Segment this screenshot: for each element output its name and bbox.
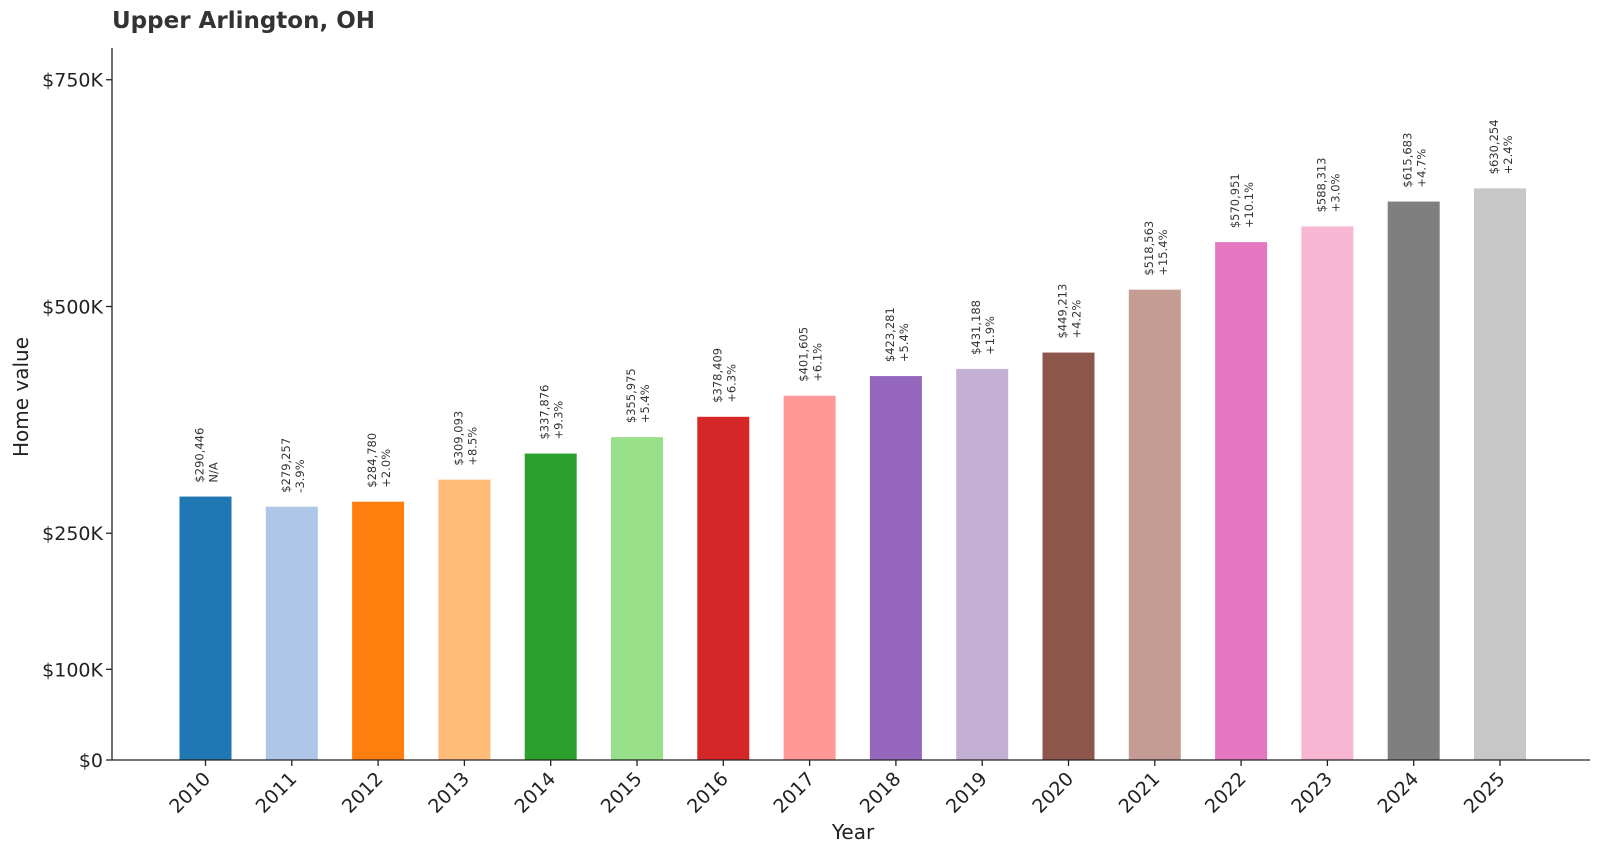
y-tick-label: $100K — [42, 659, 103, 681]
bar-2015 — [611, 437, 663, 760]
bar-2022 — [1215, 242, 1268, 760]
bar-value-label: $355,975 — [624, 368, 638, 423]
x-tick-label: 2023 — [1287, 768, 1337, 818]
x-tick-label: 2018 — [856, 768, 906, 818]
bar-value-label: $570,951 — [1228, 173, 1242, 228]
bar-value-label: $401,605 — [797, 327, 811, 382]
bar-labels-group: $290,446 N/A $279,257 -3.9% $284,780 +2.0% $30… — [193, 119, 1516, 492]
bar-change-label: +4.2% — [1070, 300, 1084, 339]
bar-value-label: $284,780 — [365, 433, 379, 488]
bar-value-label: $518,563 — [1142, 221, 1156, 276]
bar-change-label: +4.7% — [1415, 149, 1429, 188]
bar-2018 — [869, 376, 922, 760]
bar-value-label: $337,876 — [538, 385, 552, 440]
bar-change-label: +9.3% — [552, 401, 566, 440]
bar-change-label: +15.4% — [1156, 229, 1170, 275]
x-tick-label: 2015 — [597, 768, 647, 818]
bar-change-label: +5.4% — [897, 323, 911, 362]
bar-2019 — [956, 368, 1009, 760]
chart-title: Upper Arlington, OH — [112, 8, 376, 34]
y-axis-label: Home value — [9, 337, 33, 457]
y-tick-label: $250K — [42, 523, 103, 545]
bar-2021 — [1128, 289, 1181, 760]
bar-value-label: $449,213 — [1056, 284, 1070, 339]
bar-2023 — [1301, 226, 1354, 760]
x-tick-label: 2014 — [510, 768, 560, 818]
y-ticks-group: $0 $100K $250K $500K $750K — [42, 70, 112, 772]
bar-2024 — [1387, 201, 1440, 760]
x-tick-label: 2021 — [1115, 768, 1165, 818]
bar-change-label: +1.9% — [983, 316, 997, 355]
bar-2013 — [438, 479, 491, 760]
bar-change-label: +8.5% — [465, 427, 479, 466]
bar-value-label: $423,281 — [883, 307, 897, 362]
bar-change-label: +5.4% — [638, 384, 652, 423]
x-tick-label: 2010 — [165, 768, 215, 818]
x-tick-label: 2017 — [769, 768, 819, 818]
y-tick-label: $750K — [42, 70, 103, 92]
x-tick-label: 2020 — [1028, 768, 1078, 818]
bar-value-label: $615,683 — [1401, 133, 1415, 188]
x-tick-label: 2016 — [683, 768, 733, 818]
bar-change-label: +3.0% — [1328, 173, 1342, 212]
x-axis-label: Year — [831, 820, 875, 844]
bar-change-label: +2.0% — [379, 449, 393, 488]
bar-2016 — [697, 416, 750, 760]
x-tick-label: 2024 — [1373, 768, 1423, 818]
bar-value-label: $290,446 — [193, 428, 207, 483]
bar-value-label: $630,254 — [1487, 119, 1501, 174]
x-ticks-group: 2010 2011 2012 2013 2014 2015 2016 2017 2018 2019… — [165, 760, 1510, 818]
x-tick-label: 2012 — [338, 768, 388, 818]
bar-change-label: -3.9% — [293, 459, 307, 492]
bar-value-label: $378,409 — [710, 348, 724, 403]
bar-2010 — [179, 496, 232, 760]
x-tick-label: 2013 — [424, 768, 474, 818]
bar-value-label: $588,313 — [1314, 158, 1328, 213]
bar-2014 — [524, 453, 577, 760]
bar-2011 — [265, 506, 318, 760]
bar-value-label: $309,093 — [451, 411, 465, 466]
y-tick-label: $0 — [79, 750, 103, 772]
bar-change-label: +10.1% — [1242, 182, 1256, 228]
bar-value-label: $431,188 — [969, 300, 983, 355]
x-tick-label: 2019 — [942, 768, 992, 818]
bar-change-label: +2.4% — [1501, 135, 1515, 174]
bar-2017 — [783, 395, 836, 760]
bar-2025 — [1474, 188, 1526, 761]
x-tick-label: 2025 — [1460, 768, 1510, 818]
bar-2020 — [1042, 352, 1095, 760]
bar-2012 — [352, 501, 405, 760]
bar-change-label: +6.3% — [724, 364, 738, 403]
bars-group — [179, 188, 1526, 761]
bar-change-label: +6.1% — [811, 343, 825, 382]
x-tick-label: 2011 — [252, 768, 302, 818]
y-tick-label: $500K — [42, 296, 103, 318]
bar-change-label: N/A — [207, 462, 221, 482]
x-tick-label: 2022 — [1201, 768, 1251, 818]
bar-value-label: $279,257 — [279, 438, 293, 493]
